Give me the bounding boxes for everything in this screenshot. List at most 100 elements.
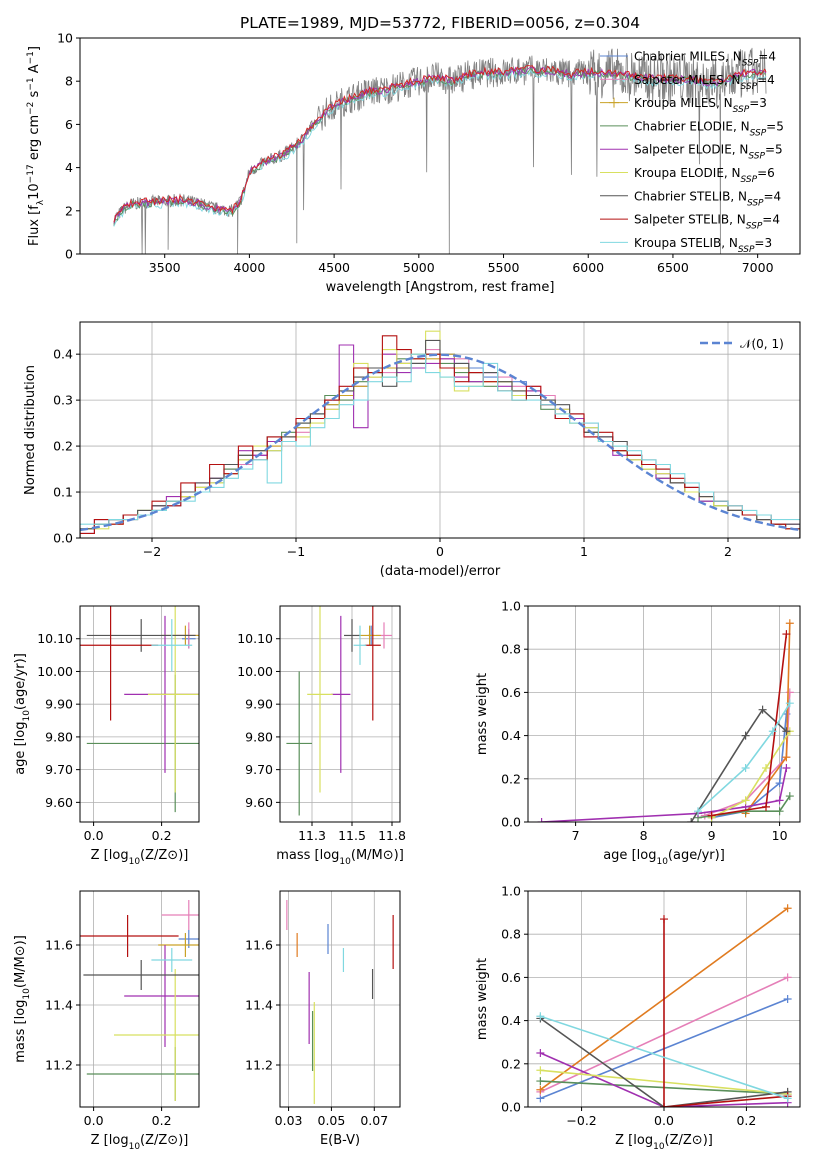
weight-point-marker [785,699,794,708]
weight-point-marker [536,1012,545,1021]
weight-point-marker [785,688,794,697]
legend-label: Chabrier ELODIE, NSSP=5 [634,119,784,138]
weight-series-line [711,713,788,819]
histogram-step [80,353,800,538]
weight-series-line [540,1052,788,1107]
weight-point-marker [707,811,716,820]
y-tick-label: 0.0 [501,1100,521,1115]
x-tick-label: 0.0 [84,1113,104,1128]
model-line [113,67,767,225]
x-axis-label: age [log10(age/yr)] [603,848,725,867]
y-axis-label: mass weight [475,673,490,755]
errorbar-point [151,619,193,672]
errorbar-point [286,671,312,816]
plot-area [80,900,199,1101]
plot-area [80,606,199,813]
y-tick-label: 11.2 [45,1058,73,1073]
x-tick-label: 4500 [318,260,350,275]
x-tick-label: 11.5 [338,828,366,843]
weight-point-marker [660,1103,668,1107]
panel-mass-vs-ebv: 0.03 0.05 0.07 11.2 11.4 11.6 E(B-V) [245,890,401,1148]
x-tick-label: 11.8 [378,828,406,843]
panel-residuals: −2 −1 0 1 2 0.0 0.1 0.2 0.3 0.4 (data-model)/error… [23,321,801,579]
x-tick-label: 7000 [742,260,774,275]
weight-point-marker [536,1077,545,1086]
y-axis-label: age [log10(age/yr)] [13,653,32,775]
y-tick-label: 9.90 [245,697,273,712]
weight-point-marker [741,764,750,772]
legend-label: Kroupa ELODIE, NSSP=6 [634,166,775,185]
axes-frame [527,605,801,823]
y-tick-label: 0.2 [53,439,73,454]
y-tick-label: 4 [65,160,73,175]
x-axis-label: E(B-V) [320,1133,360,1148]
x-axis-label: (data-model)/error [380,564,501,579]
weight-point-marker [768,727,777,736]
y-tick-label: 1.0 [501,884,521,899]
model-line [113,65,767,223]
y-tick-label: 0.4 [53,347,73,362]
weight-point-marker [758,705,767,714]
x-axis-label: Z [log10(Z/Z⊙)] [91,1133,189,1152]
x-tick-label: −1 [287,544,305,559]
weight-point-marker [762,802,770,811]
weight-point-marker [762,764,770,772]
x-tick-label: 0.05 [318,1113,346,1128]
errorbar-point [353,625,367,665]
errorbar-point [86,619,196,652]
y-tick-label: 8 [65,74,73,89]
x-tick-label: 4000 [234,260,266,275]
weight-series-line [540,1015,788,1100]
y-tick-label: 0.3 [53,393,73,408]
weight-point-marker [775,807,784,816]
weight-point-marker [782,727,791,736]
y-tick-label: 0.0 [53,531,73,546]
y-tick-label: 0.0 [501,815,521,830]
y-tick-label: 2 [65,203,73,218]
y-tick-label: 9.80 [45,729,73,744]
x-tick-label: −0.2 [566,1113,596,1128]
errorbar-point [114,969,199,1101]
panel-age-vs-Z: 0.0 0.2 9.60 9.70 9.80 9.90 10.00 10.10 Z [log10… [13,605,200,867]
weight-point-marker [536,1049,545,1057]
figure-title: PLATE=1989, MJD=53772, FIBERID=0056, z=0… [240,14,640,32]
plot-area [80,330,800,538]
x-axis-label: mass [log10(M/M⊙)] [276,848,404,867]
weight-series-line [711,730,791,819]
weight-point-marker [536,1085,545,1094]
weight-point-marker [785,792,794,801]
y-tick-label: 11.6 [245,938,273,953]
panel-age-vs-mass: 11.3 11.5 11.8 9.60 9.70 9.80 9.90 10.00 10.10 ma… [237,605,406,867]
plot-area [286,900,394,1104]
plot-area [286,606,392,816]
plot-area [536,904,792,1107]
weight-point-marker [741,796,750,805]
x-axis-label: Z [log10(Z/Z⊙)] [615,1133,713,1152]
y-tick-label: 10.00 [37,664,73,679]
y-tick-label: 11.4 [245,998,273,1013]
x-tick-label: 0.2 [152,1113,172,1128]
y-tick-label: 0 [65,247,73,262]
panel-mass-vs-Z: 0.0 0.2 11.2 11.4 11.6 Z [log10(Z/Z⊙)] mass [l… [13,890,200,1152]
weight-point-marker [783,904,792,913]
y-tick-label: 0.4 [501,1013,521,1028]
weight-point-marker [660,915,668,924]
errorbar-point [124,945,199,1047]
errorbar-point [161,900,199,930]
x-tick-label: 1 [580,544,588,559]
errorbar-point [331,615,351,773]
y-tick-label: 11.6 [45,938,73,953]
weight-point-marker [694,807,702,816]
weight-series-line [704,692,791,817]
x-tick-label: 0.03 [275,1113,303,1128]
errorbar-point [148,606,199,793]
x-tick-label: 2 [724,544,732,559]
errorbar-point [158,933,199,957]
y-tick-label: 0.2 [501,1056,521,1071]
legend-label: Salpeter MILES, NSSP=4 [634,73,775,92]
weight-point-marker [782,753,791,762]
y-tick-label: 9.70 [45,762,73,777]
x-tick-label: 3500 [149,260,181,275]
x-tick-label: 11.3 [298,828,326,843]
normal-curve [80,353,800,532]
